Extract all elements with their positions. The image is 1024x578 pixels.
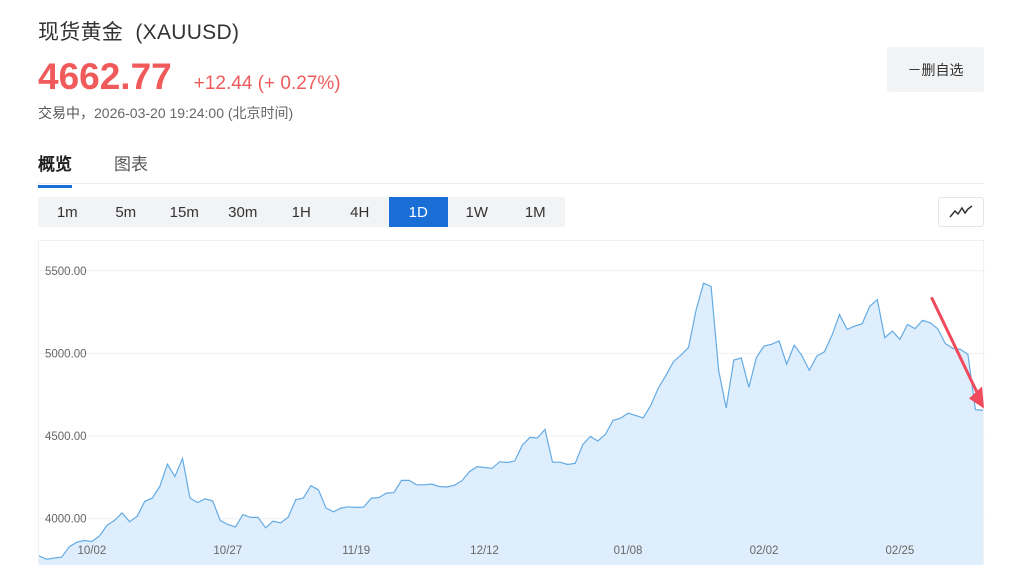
interval-1m[interactable]: 1m <box>56 203 78 221</box>
instrument-title: 现货黄金 (XAUUSD) <box>38 16 239 46</box>
x-tick-label: 10/02 <box>77 545 106 557</box>
price-change: +12.44 (+ 0.27%) <box>193 73 341 94</box>
line-chart-icon <box>949 205 973 218</box>
quote-timestamp: 2026-03-20 19:24:00 <box>94 105 224 121</box>
interval-1d[interactable]: 1D <box>389 197 448 227</box>
x-tick-label: 01/08 <box>614 545 643 557</box>
price-chart[interactable]: 5500.00 5000.00 4500.00 4000.00 10/02 10/27 11… <box>38 240 985 565</box>
price-row: 4662.77 +12.44 (+ 0.27%) <box>38 56 341 98</box>
status-label: 交易中， <box>38 105 94 121</box>
quote-header: 现货黄金 (XAUUSD) <box>38 16 239 46</box>
interval-5m[interactable]: 5m <box>115 203 137 221</box>
remove-watchlist-button[interactable]: －删自选 <box>887 47 984 92</box>
interval-15m[interactable]: 15m <box>169 203 199 221</box>
x-tick-label: 11/19 <box>342 545 370 557</box>
y-tick-label: 4500.00 <box>45 431 87 443</box>
timezone-label: (北京时间) <box>227 105 294 121</box>
tab-chart[interactable]: 图表 <box>114 155 148 174</box>
tab-bar: 概览 图表 <box>38 148 984 188</box>
interval-1w[interactable]: 1W <box>465 203 489 221</box>
tab-overview[interactable]: 概览 <box>38 150 72 188</box>
y-tick-label: 5500.00 <box>45 266 87 278</box>
x-tick-label: 12/12 <box>470 545 499 557</box>
annotation-arrow-head <box>969 386 984 409</box>
instrument-symbol: (XAUUSD) <box>135 21 240 44</box>
x-tick-label: 02/25 <box>886 545 915 557</box>
price-area <box>39 283 983 565</box>
x-tick-label: 02/02 <box>750 545 779 557</box>
x-tick-label: 10/27 <box>213 545 242 557</box>
instrument-name: 现货黄金 <box>38 21 124 44</box>
interval-1h[interactable]: 1H <box>291 203 311 221</box>
interval-selector: 1m 5m 15m 30m 1H 4H 1D 1W 1M <box>38 197 565 227</box>
price-chart-svg: 5500.00 5000.00 4500.00 4000.00 10/02 10/27 11… <box>38 266 985 565</box>
last-price: 4662.77 <box>38 56 172 97</box>
interval-4h[interactable]: 4H <box>350 203 370 221</box>
annotation-arrow-shaft <box>930 296 980 396</box>
y-tick-label: 5000.00 <box>45 348 87 360</box>
price-line <box>38 282 984 560</box>
chart-type-button[interactable] <box>938 197 984 227</box>
y-tick-label: 4000.00 <box>45 514 87 526</box>
trading-status: 交易中，2026-03-20 19:24:00 (北京时间) <box>38 103 293 123</box>
interval-30m[interactable]: 30m <box>228 203 258 221</box>
interval-1mo[interactable]: 1M <box>524 203 546 221</box>
